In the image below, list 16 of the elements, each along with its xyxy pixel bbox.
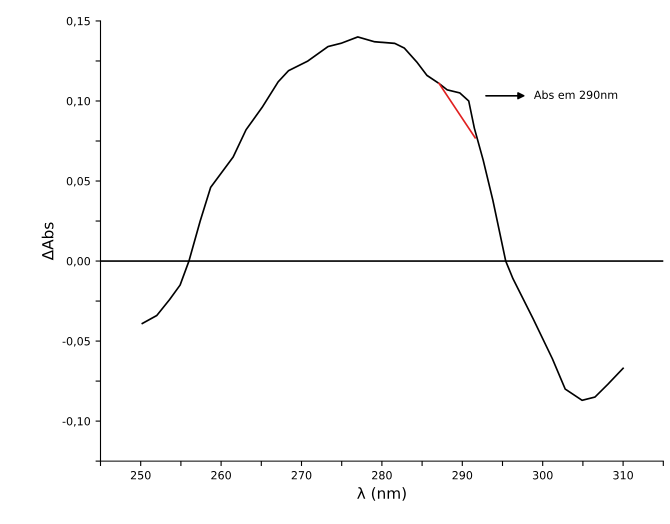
x-tick-label: 310: [613, 471, 633, 480]
x-tick-label: 270: [292, 471, 312, 480]
y-tick-label: 0,05: [66, 176, 90, 187]
y-tick-label: -0,05: [62, 337, 90, 347]
y-tick-label: 0,00: [66, 257, 90, 267]
y-tick-label: 0,10: [66, 96, 90, 106]
y-tick-label: -0,10: [62, 417, 90, 427]
x-tick-label: 260: [211, 471, 231, 480]
x-tick-label: 300: [532, 471, 553, 480]
annotation: Abs em 290nm: [534, 90, 618, 100]
x-axis-title: λ (nm): [357, 487, 406, 501]
x-tick-label: 290: [452, 471, 472, 480]
y-tick-label: 0,15: [66, 16, 90, 26]
y-axis-title: ΔAbs: [42, 222, 54, 260]
x-tick-label: 280: [372, 471, 392, 480]
x-tick-label: 250: [130, 471, 151, 480]
